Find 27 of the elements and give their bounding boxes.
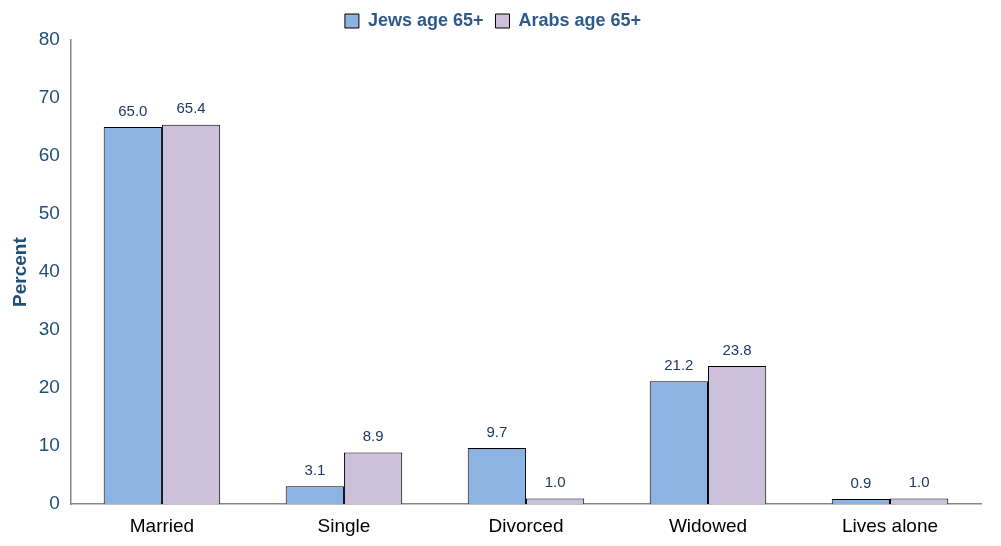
y-tick-label: 20 xyxy=(38,376,60,398)
y-tick-label: 50 xyxy=(38,202,60,224)
x-tick-label: Widowed xyxy=(668,514,748,536)
data-label: 65.0 xyxy=(118,101,148,119)
data-label: 0.9 xyxy=(850,473,872,491)
legend-label: Arabs age 65+ xyxy=(518,9,642,30)
y-tick-label: 60 xyxy=(38,144,60,166)
data-label: 8.9 xyxy=(362,427,384,445)
x-tick-label: Divorced xyxy=(488,514,564,536)
data-label: 9.7 xyxy=(486,422,508,440)
y-axis-title: Percent xyxy=(8,236,30,307)
y-tick-label: 10 xyxy=(38,434,60,456)
data-label: 3.1 xyxy=(304,460,326,478)
y-tick-label: 30 xyxy=(38,318,60,340)
y-tick-label: 0 xyxy=(49,492,60,514)
data-label: 21.2 xyxy=(664,355,694,373)
x-tick-label: Single xyxy=(317,514,371,536)
legend-label: Jews age 65+ xyxy=(367,9,484,30)
data-label: 23.8 xyxy=(722,340,752,358)
data-label: 65.4 xyxy=(176,99,206,117)
x-tick-label: Married xyxy=(129,514,195,536)
x-tick-label: Lives alone xyxy=(841,514,939,536)
y-tick-label: 40 xyxy=(38,260,60,282)
y-tick-label: 80 xyxy=(38,28,60,50)
y-tick-label: 70 xyxy=(38,86,60,108)
data-label: 1.0 xyxy=(908,473,930,491)
data-label: 1.0 xyxy=(544,473,566,491)
